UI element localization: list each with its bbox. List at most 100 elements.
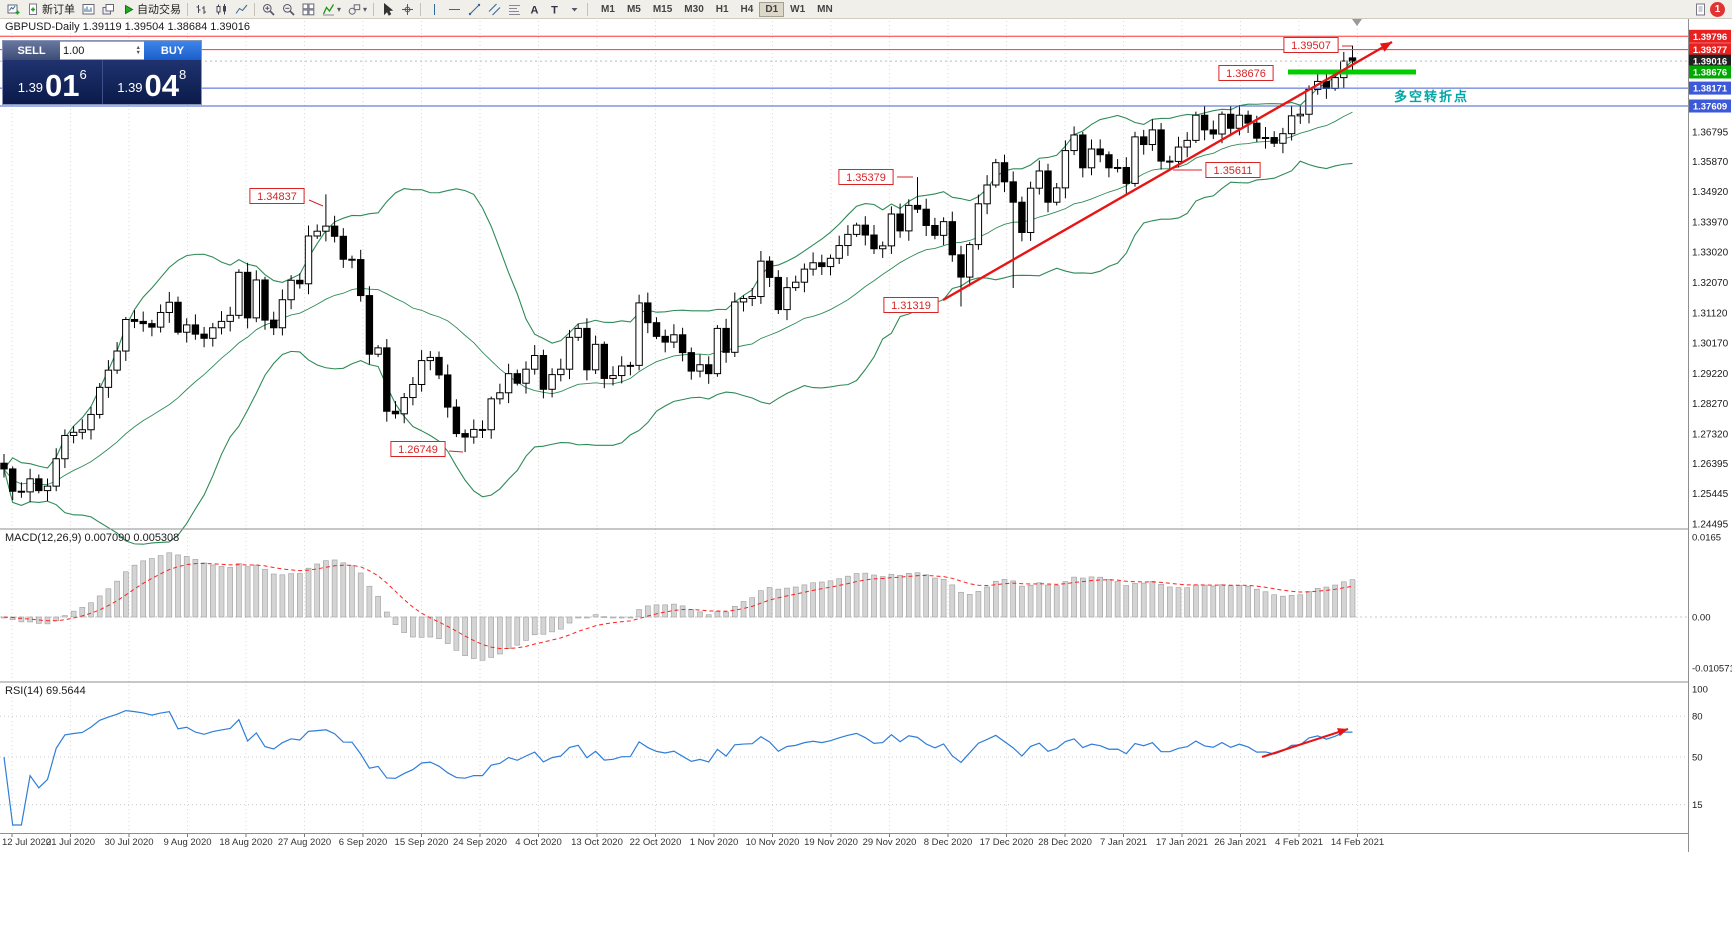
svg-text:14 Feb 2021: 14 Feb 2021 (1331, 837, 1384, 848)
timeframe-m30[interactable]: M30 (684, 3, 704, 15)
price-tag (1689, 65, 1731, 79)
svg-text:29 Nov 2020: 29 Nov 2020 (863, 837, 917, 848)
trend-arrow[interactable] (942, 40, 1393, 302)
chart-window-button[interactable] (78, 0, 98, 18)
fibonacci-button[interactable] (504, 0, 524, 18)
objects-button[interactable]: ▾ (344, 0, 370, 18)
timeframe-m1[interactable]: M1 (601, 3, 615, 15)
bars-icon (194, 2, 208, 16)
zoom-out-button[interactable] (278, 0, 298, 18)
price-annotation[interactable]: 1.35379 (838, 169, 913, 185)
channel-button[interactable] (484, 0, 504, 18)
price-axis[interactable]: 1.36795 1.35870 1.34920 1.33970 1.33020 1.320… (1689, 29, 1731, 531)
layers-icon (101, 2, 115, 16)
indicators-icon (321, 2, 335, 16)
svg-text:1.27320: 1.27320 (1692, 429, 1729, 440)
doc-icon (1693, 2, 1707, 16)
zoom-out-icon (281, 2, 295, 16)
timeframe-d1[interactable]: D1 (759, 1, 785, 17)
vertical-line-button[interactable] (424, 0, 444, 18)
new-order-button[interactable]: 新订单 (23, 0, 78, 18)
timeframe-w1[interactable]: W1 (790, 3, 806, 15)
macd-axis[interactable]: 0.0165 0.00 -0.010571 (1692, 533, 1732, 675)
volume-stepper[interactable]: 1.00 ▲ ▼ (60, 41, 144, 60)
svg-text:1.37609: 1.37609 (1693, 102, 1727, 113)
bollinger-bands (3, 60, 1353, 545)
svg-text:1.39507: 1.39507 (1291, 40, 1331, 52)
sell-price-display[interactable]: 1.39 01 6 (3, 60, 103, 104)
trendline-button[interactable] (464, 0, 484, 18)
price-annotation[interactable]: 1.38676 (1218, 65, 1274, 81)
svg-text:10 Nov 2020: 10 Nov 2020 (746, 837, 800, 848)
svg-text:0.0165: 0.0165 (1692, 533, 1721, 544)
price-annotation[interactable]: 1.26749 (390, 441, 464, 457)
svg-text:1.38676: 1.38676 (1693, 67, 1727, 78)
sell-price-big: 01 (45, 68, 80, 103)
svg-text:7 Jan 2021: 7 Jan 2021 (1100, 837, 1147, 848)
timeframe-m5[interactable]: M5 (626, 3, 641, 15)
profiles-button[interactable] (98, 0, 118, 18)
shapes-dropdown-button[interactable] (564, 0, 584, 18)
svg-text:1.35379: 1.35379 (846, 172, 886, 184)
svg-text:19 Nov 2020: 19 Nov 2020 (804, 837, 858, 848)
timeframe-mn[interactable]: MN (817, 3, 833, 15)
rsi-label: RSI(14) 69.5644 (5, 685, 86, 697)
cursor-button[interactable] (377, 0, 397, 18)
line-chart-button[interactable] (231, 0, 251, 18)
svg-text:26 Jan 2021: 26 Jan 2021 (1214, 837, 1266, 848)
timeframe-h1[interactable]: H1 (715, 3, 729, 15)
volume-increase-icon[interactable]: ▲ (135, 44, 141, 51)
panel-button[interactable] (1690, 0, 1710, 18)
bar-chart-button[interactable] (191, 0, 211, 18)
one-click-trading-panel: SELL 1.00 ▲ ▼ BUY 1.39 01 6 1.39 04 8 (2, 40, 202, 105)
svg-text:1.31120: 1.31120 (1692, 308, 1728, 319)
svg-text:-0.010571: -0.010571 (1692, 664, 1732, 675)
price-annotation[interactable]: 1.34837 (249, 188, 324, 207)
svg-text:1.29220: 1.29220 (1692, 369, 1729, 380)
price-tag (1689, 54, 1731, 68)
linechart-icon (234, 2, 248, 16)
price-annotation[interactable]: 1.35611 (1173, 162, 1261, 178)
volume-decrease-icon[interactable]: ▼ (135, 49, 141, 56)
new-chart-button[interactable] (3, 0, 23, 18)
rsi-arrow[interactable] (1261, 728, 1349, 758)
toolbar-separator (420, 2, 422, 16)
zoom-in-button[interactable] (258, 0, 278, 18)
toolbar-separator (187, 2, 188, 16)
candles-icon (214, 2, 228, 16)
notification-badge[interactable]: 1 (1710, 1, 1725, 17)
play-icon (121, 2, 135, 16)
price-annotation[interactable]: 1.39507 (1283, 37, 1352, 53)
crosshair-button[interactable] (397, 0, 417, 18)
horizontal-line-button[interactable] (444, 0, 464, 18)
svg-text:50: 50 (1692, 753, 1703, 764)
rsi-axis[interactable]: 100 80 50 15 (1692, 685, 1708, 812)
text-button[interactable]: A (524, 0, 544, 18)
buy-button[interactable]: BUY (144, 41, 201, 60)
svg-text:4 Feb 2021: 4 Feb 2021 (1275, 837, 1323, 848)
svg-text:1.28270: 1.28270 (1692, 399, 1729, 410)
grid (11, 17, 1358, 833)
chart-window-icon (81, 2, 95, 16)
buy-price-sup: 8 (179, 67, 187, 82)
price-annotation[interactable]: 1.31319 (883, 297, 939, 313)
scroll-position-marker (1352, 19, 1362, 26)
svg-text:1.34920: 1.34920 (1692, 187, 1729, 198)
svg-text:17 Dec 2020: 17 Dec 2020 (980, 837, 1034, 848)
candlestick-chart-button[interactable] (211, 0, 231, 18)
timeframe-m15[interactable]: M15 (652, 3, 673, 15)
timeframe-h4[interactable]: H4 (740, 3, 754, 15)
tile-windows-button[interactable] (298, 0, 318, 18)
svg-text:1.39016: 1.39016 (1693, 57, 1727, 68)
svg-text:1.35611: 1.35611 (1214, 165, 1253, 177)
svg-text:18 Aug 2020: 18 Aug 2020 (219, 837, 272, 848)
auto-trading-button[interactable]: 自动交易 (118, 0, 184, 18)
buy-price-display[interactable]: 1.39 04 8 (103, 60, 202, 104)
svg-text:1.39377: 1.39377 (1693, 45, 1727, 56)
sell-button[interactable]: SELL (3, 41, 60, 60)
label-button[interactable]: T (544, 0, 564, 18)
chart-plus-icon (6, 2, 20, 16)
indicators-button[interactable]: ▾ (318, 0, 344, 18)
